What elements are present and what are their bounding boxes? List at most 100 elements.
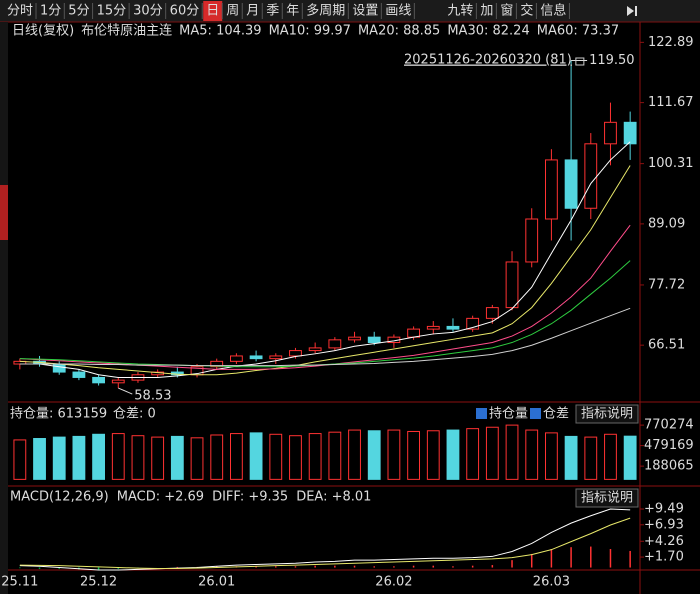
candle-body [564, 159, 578, 209]
oi-bar [308, 433, 322, 480]
y-tick-label: +1.70 [644, 550, 684, 565]
oi-bar [249, 432, 263, 480]
panel-button[interactable]: 指标说明 [581, 491, 633, 506]
candle-body [426, 325, 440, 330]
side-strip-active [0, 185, 8, 240]
oi-bar [72, 435, 86, 480]
toolbar-tab[interactable]: 设置 [352, 4, 378, 19]
toolbar-tab[interactable]: 季 [266, 4, 279, 19]
candle-body [269, 355, 283, 360]
end-icon[interactable] [627, 6, 637, 16]
candle-body [230, 355, 243, 362]
candle-body [604, 121, 617, 145]
candle-body [485, 307, 499, 319]
oi-bar [328, 431, 342, 480]
x-tick-label: 26.02 [375, 575, 412, 590]
oi-bar [545, 432, 558, 480]
oi-bar [33, 438, 46, 480]
oi-bar [13, 439, 27, 480]
oi-bar [446, 429, 460, 480]
header-text: 日线(复权) [12, 23, 74, 39]
ma-line [19, 165, 631, 376]
lock-icon [575, 57, 585, 66]
y-tick-label: 77.72 [648, 277, 685, 292]
oi-bar [190, 437, 204, 480]
candle-body [111, 379, 125, 384]
toolbar-tab[interactable]: 日 [206, 4, 219, 19]
oi-bar [210, 434, 224, 480]
candle-body [466, 317, 480, 330]
candle-body [249, 355, 263, 360]
oi-bar [111, 433, 125, 480]
y-tick-label: 66.51 [648, 338, 685, 353]
header-text: MA20: 88.85 [358, 24, 440, 39]
ma-line [19, 307, 631, 367]
oi-bar [426, 430, 440, 480]
x-tick-label: 26.01 [198, 575, 235, 590]
oi-bar [269, 433, 283, 480]
oi-bar [584, 436, 598, 480]
oi-bar [52, 436, 66, 480]
oi-bar [131, 435, 145, 480]
toolbar-tab[interactable]: 信息 [540, 3, 566, 19]
oi-bar [151, 436, 165, 480]
toolbar-tab[interactable]: 15分 [97, 4, 127, 19]
panel-button[interactable]: 指标说明 [581, 407, 633, 422]
y-tick-label: 479169 [644, 438, 694, 453]
panel-button-box[interactable] [575, 488, 639, 508]
toolbar-tab[interactable]: 1分 [40, 4, 61, 19]
macd-header: DEA: +8.01 [296, 490, 371, 505]
oi-bar [485, 426, 499, 480]
oi-bar [348, 429, 361, 480]
y-tick-label: 770274 [644, 418, 694, 433]
candle-body [623, 121, 637, 145]
checkbox[interactable] [530, 408, 541, 419]
toolbar [0, 0, 700, 22]
candle-body [52, 363, 66, 373]
y-tick-label: 89.09 [648, 216, 685, 231]
candle-body [407, 328, 420, 338]
oi-bar [367, 430, 381, 480]
toolbar-tab-active [203, 1, 223, 21]
toolbar-tab[interactable]: 画线 [385, 4, 411, 19]
toolbar-tab[interactable]: 年 [286, 4, 299, 19]
y-tick-label: +9.49 [644, 502, 684, 517]
toolbar-tab[interactable]: 5分 [68, 4, 89, 19]
toolbar-tab[interactable]: 分时 [7, 4, 33, 19]
low-label: 58.53 [134, 389, 171, 404]
toolbar-tab[interactable]: 交 [520, 3, 533, 19]
macd-line [19, 508, 631, 571]
x-tick-label: 25.11 [1, 575, 38, 590]
macd-line [19, 517, 631, 569]
panel-button-box[interactable] [575, 404, 639, 424]
oi-bar [466, 428, 480, 480]
candle-body [328, 339, 342, 349]
oi-bar [564, 435, 578, 480]
toolbar-tab[interactable]: 周 [226, 4, 239, 19]
oi-bar [289, 435, 302, 480]
panel-button[interactable]: 持仓量 [489, 407, 528, 422]
panel-button[interactable]: 仓差 [543, 407, 569, 422]
toolbar-tab[interactable]: 30分 [133, 4, 163, 19]
checkbox[interactable] [476, 408, 487, 419]
oi-bar [170, 435, 184, 480]
oi-bar [387, 429, 401, 480]
toolbar-tab[interactable]: 多周期 [306, 3, 345, 19]
candle-body [446, 325, 460, 330]
oi-bar [230, 433, 243, 480]
candle-body [92, 376, 105, 384]
oi-bar [505, 424, 519, 480]
y-tick-label: 188065 [644, 459, 694, 474]
toolbar-tab[interactable]: 加 [480, 4, 493, 19]
toolbar-tab[interactable]: 60分 [170, 4, 200, 19]
oi-bar [92, 433, 105, 480]
macd-header: MACD: +2.69 [117, 490, 204, 505]
header-text: 布伦特原油主连 [81, 23, 172, 39]
toolbar-tab[interactable]: 窗 [500, 3, 513, 19]
range-label: 20251126-20260320 (81) [404, 53, 572, 68]
y-tick-label: +6.93 [644, 517, 684, 532]
toolbar-tab[interactable]: 月 [246, 4, 259, 19]
y-tick-label: +4.26 [644, 534, 684, 549]
toolbar-tab[interactable]: 九转 [447, 4, 473, 19]
